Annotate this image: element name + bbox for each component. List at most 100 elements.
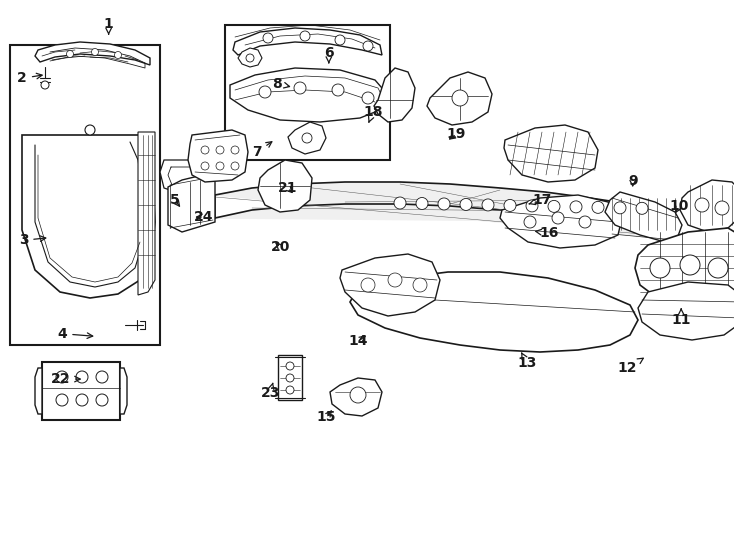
Text: 8: 8 — [272, 77, 289, 91]
Circle shape — [614, 202, 626, 214]
Text: 17: 17 — [529, 193, 551, 207]
Text: 1: 1 — [103, 17, 114, 34]
Circle shape — [300, 31, 310, 41]
Circle shape — [41, 81, 49, 89]
Circle shape — [332, 84, 344, 96]
Circle shape — [294, 82, 306, 94]
Polygon shape — [350, 272, 638, 352]
Circle shape — [394, 197, 406, 209]
Circle shape — [388, 273, 402, 287]
Circle shape — [504, 199, 516, 212]
Polygon shape — [504, 125, 598, 182]
Circle shape — [259, 86, 271, 98]
Circle shape — [76, 394, 88, 406]
Circle shape — [286, 362, 294, 370]
Circle shape — [524, 216, 536, 228]
Circle shape — [416, 198, 428, 210]
Polygon shape — [635, 228, 734, 305]
Text: 15: 15 — [317, 410, 336, 424]
Circle shape — [216, 162, 224, 170]
Text: 20: 20 — [271, 240, 290, 254]
Text: 7: 7 — [252, 141, 272, 159]
Polygon shape — [605, 192, 682, 242]
Text: 5: 5 — [170, 193, 180, 207]
Polygon shape — [168, 172, 215, 232]
Circle shape — [460, 199, 472, 211]
Polygon shape — [238, 48, 262, 67]
Polygon shape — [680, 180, 734, 232]
Circle shape — [452, 90, 468, 106]
Polygon shape — [42, 362, 120, 420]
Circle shape — [548, 200, 560, 212]
Circle shape — [695, 198, 709, 212]
Text: 6: 6 — [324, 46, 334, 63]
Text: 2: 2 — [17, 71, 42, 85]
Polygon shape — [233, 28, 382, 55]
Text: 12: 12 — [618, 358, 643, 375]
Circle shape — [579, 216, 591, 228]
Polygon shape — [188, 130, 248, 182]
Polygon shape — [258, 160, 312, 212]
Circle shape — [286, 374, 294, 382]
Bar — [10, 45, 160, 345]
Circle shape — [201, 162, 209, 170]
Circle shape — [363, 41, 373, 51]
Polygon shape — [22, 135, 155, 298]
Circle shape — [302, 133, 312, 143]
Circle shape — [526, 200, 538, 212]
Circle shape — [438, 198, 450, 210]
Circle shape — [362, 92, 374, 104]
Circle shape — [263, 33, 273, 43]
Text: 3: 3 — [18, 233, 46, 247]
Circle shape — [96, 394, 108, 406]
Text: 23: 23 — [261, 383, 280, 400]
Text: 16: 16 — [536, 226, 559, 240]
Polygon shape — [35, 368, 42, 414]
Text: 21: 21 — [278, 181, 297, 195]
Circle shape — [76, 371, 88, 383]
Circle shape — [231, 162, 239, 170]
Circle shape — [115, 51, 122, 58]
Circle shape — [592, 201, 604, 213]
Circle shape — [482, 199, 494, 211]
Polygon shape — [340, 254, 440, 316]
Polygon shape — [500, 195, 622, 248]
Polygon shape — [120, 368, 127, 414]
Circle shape — [650, 258, 670, 278]
Circle shape — [246, 54, 254, 62]
Text: 18: 18 — [363, 105, 382, 122]
Circle shape — [570, 201, 582, 213]
Bar — [225, 25, 390, 160]
Circle shape — [56, 371, 68, 383]
Circle shape — [335, 35, 345, 45]
Polygon shape — [278, 355, 302, 400]
Text: 14: 14 — [349, 334, 368, 348]
Circle shape — [708, 258, 728, 278]
Circle shape — [552, 212, 564, 224]
Polygon shape — [330, 378, 382, 416]
Circle shape — [286, 386, 294, 394]
Polygon shape — [638, 282, 734, 340]
Circle shape — [350, 387, 366, 403]
Circle shape — [680, 255, 700, 275]
Text: 9: 9 — [628, 174, 638, 188]
Circle shape — [715, 201, 729, 215]
Circle shape — [201, 146, 209, 154]
Polygon shape — [374, 68, 415, 122]
Text: 4: 4 — [57, 327, 92, 341]
Text: 22: 22 — [51, 372, 80, 386]
Polygon shape — [138, 132, 155, 295]
Polygon shape — [160, 160, 204, 194]
Circle shape — [413, 278, 427, 292]
Circle shape — [96, 371, 108, 383]
Polygon shape — [215, 182, 665, 238]
Circle shape — [92, 49, 98, 56]
Polygon shape — [35, 42, 150, 65]
Circle shape — [231, 146, 239, 154]
Text: 24: 24 — [195, 210, 214, 224]
Circle shape — [67, 51, 73, 57]
Circle shape — [361, 278, 375, 292]
Text: 19: 19 — [447, 127, 466, 141]
Polygon shape — [230, 68, 388, 122]
Text: 13: 13 — [517, 353, 537, 370]
